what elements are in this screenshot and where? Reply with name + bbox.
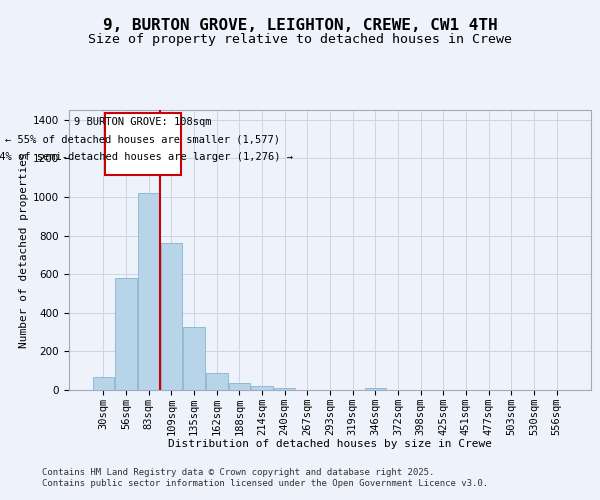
Text: 44% of semi-detached houses are larger (1,276) →: 44% of semi-detached houses are larger (… [0,152,293,162]
Text: 9, BURTON GROVE, LEIGHTON, CREWE, CW1 4TH: 9, BURTON GROVE, LEIGHTON, CREWE, CW1 4T… [103,18,497,32]
X-axis label: Distribution of detached houses by size in Crewe: Distribution of detached houses by size … [168,440,492,450]
Bar [229,382,250,390]
Text: ← 55% of detached houses are smaller (1,577): ← 55% of detached houses are smaller (1,… [5,134,280,144]
Bar [115,278,137,390]
Text: 9 BURTON GROVE: 108sqm: 9 BURTON GROVE: 108sqm [74,117,211,127]
Bar [184,327,205,390]
FancyBboxPatch shape [104,113,181,174]
Text: Contains HM Land Registry data © Crown copyright and database right 2025.
Contai: Contains HM Land Registry data © Crown c… [42,468,488,487]
Bar [274,388,295,390]
Bar [161,243,182,390]
Bar [365,388,386,390]
Bar [206,372,227,390]
Bar [138,193,160,390]
Bar [93,378,114,390]
Bar [251,386,273,390]
Text: Size of property relative to detached houses in Crewe: Size of property relative to detached ho… [88,32,512,46]
Y-axis label: Number of detached properties: Number of detached properties [19,152,29,348]
